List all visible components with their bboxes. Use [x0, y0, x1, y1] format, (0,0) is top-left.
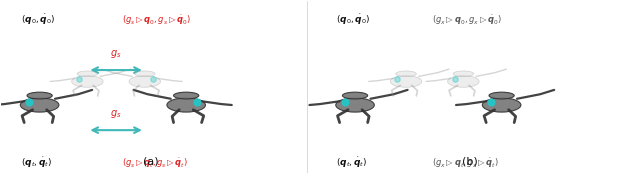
- Text: $(\boldsymbol{q}_t, \dot{\boldsymbol{q}}_t)$: $(\boldsymbol{q}_t, \dot{\boldsymbol{q}}…: [20, 156, 52, 170]
- Text: $(g_x \triangleright \boldsymbol{q}_0, g_x \triangleright \dot{\boldsymbol{q}}_0: $(g_x \triangleright \boldsymbol{q}_0, g…: [431, 13, 501, 27]
- Text: $(g_s \triangleright \boldsymbol{q}_0, g_s \triangleright \dot{\boldsymbol{q}}_0: $(g_s \triangleright \boldsymbol{q}_0, g…: [122, 13, 191, 27]
- Ellipse shape: [447, 76, 479, 87]
- Text: (a): (a): [143, 156, 159, 166]
- Text: $g_s$: $g_s$: [110, 108, 122, 120]
- Circle shape: [453, 71, 474, 76]
- Text: $(\boldsymbol{q}_t, \dot{\boldsymbol{q}}_t)$: $(\boldsymbol{q}_t, \dot{\boldsymbol{q}}…: [336, 156, 367, 170]
- Ellipse shape: [336, 98, 374, 112]
- Circle shape: [27, 92, 52, 99]
- Text: (b): (b): [462, 156, 477, 166]
- Ellipse shape: [167, 98, 205, 112]
- Text: $(\boldsymbol{q}_0, \dot{\boldsymbol{q}}_0)$: $(\boldsymbol{q}_0, \dot{\boldsymbol{q}}…: [336, 13, 371, 27]
- Circle shape: [77, 71, 98, 76]
- Ellipse shape: [483, 98, 521, 112]
- Circle shape: [173, 92, 199, 99]
- Text: $(\boldsymbol{q}_0, \dot{\boldsymbol{q}}_0)$: $(\boldsymbol{q}_0, \dot{\boldsymbol{q}}…: [20, 13, 55, 27]
- Text: $g_s$: $g_s$: [110, 48, 122, 60]
- Circle shape: [489, 92, 514, 99]
- Text: $(g_s \triangleright \boldsymbol{q}_t, g_s \triangleright \dot{\boldsymbol{q}}_t: $(g_s \triangleright \boldsymbol{q}_t, g…: [122, 156, 189, 170]
- Text: $(g_x \triangleright \boldsymbol{q}_t, g_x \triangleright \dot{\boldsymbol{q}}_t: $(g_x \triangleright \boldsymbol{q}_t, g…: [431, 156, 499, 170]
- Circle shape: [134, 71, 155, 76]
- Ellipse shape: [129, 76, 161, 87]
- Ellipse shape: [390, 76, 422, 87]
- Circle shape: [396, 71, 417, 76]
- Ellipse shape: [72, 76, 103, 87]
- Circle shape: [342, 92, 367, 99]
- Ellipse shape: [20, 98, 59, 112]
